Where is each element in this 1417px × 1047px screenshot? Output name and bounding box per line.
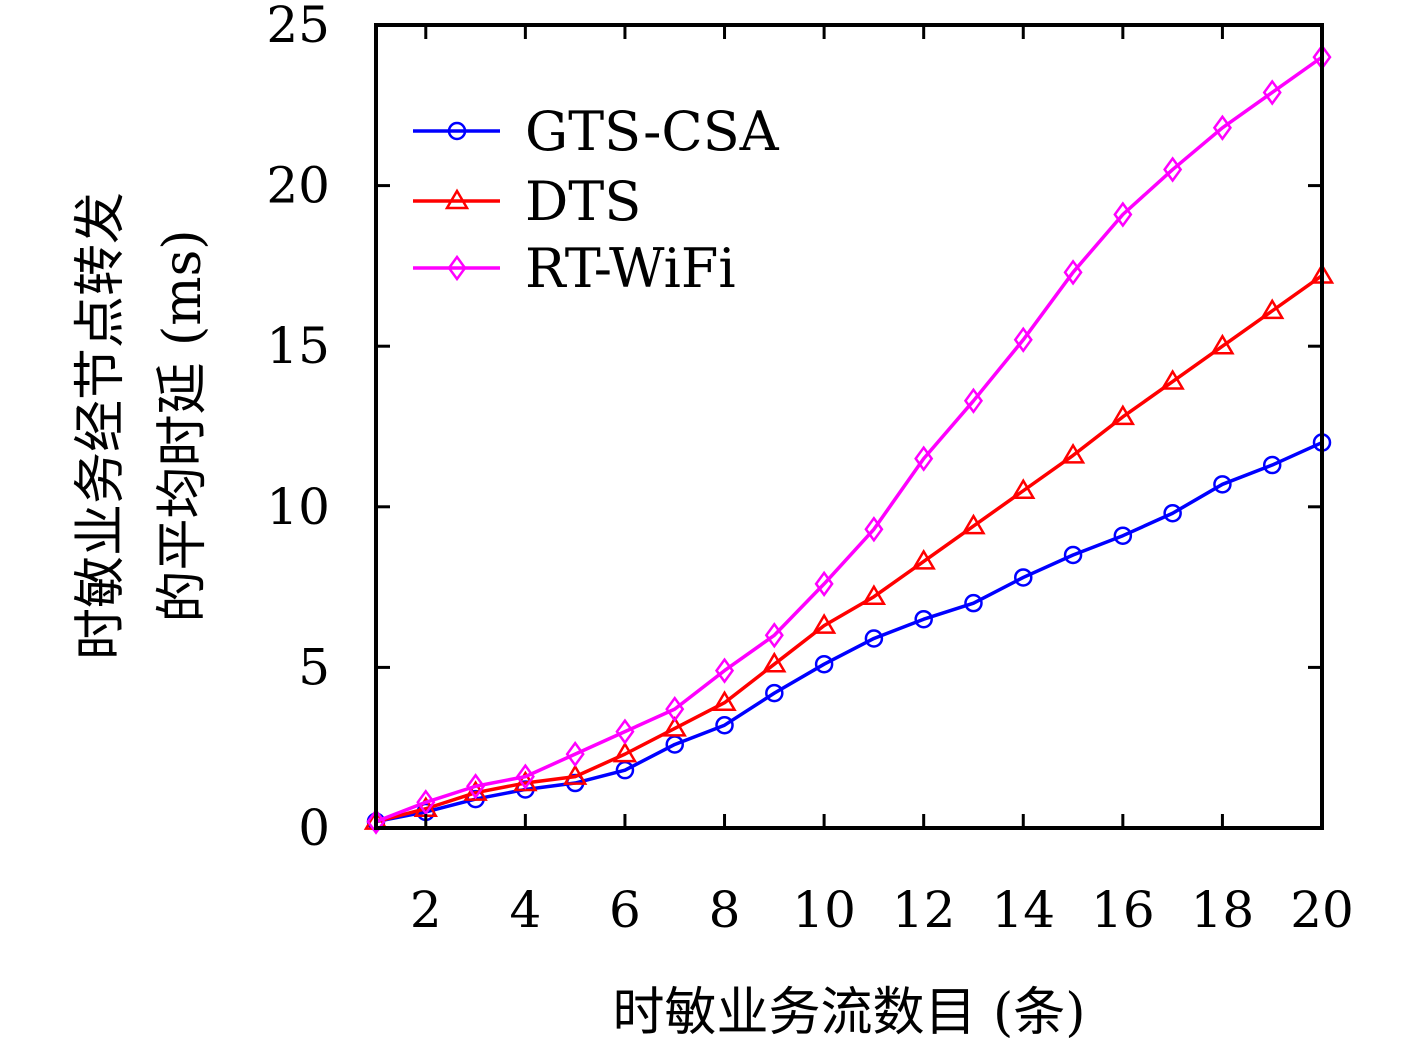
y-tick-label: 25 [266,0,330,54]
data-point-rt-wifi [914,445,934,472]
x-axis-label: 时敏业务流数目 (条) [612,983,1085,1043]
x-tick-label: 10 [792,881,856,939]
data-point-dts [712,690,737,711]
data-point-dts [1210,333,1235,355]
y-tick-label: 10 [266,478,330,536]
x-tick-label: 2 [410,881,442,939]
data-point-rt-wifi [515,763,535,790]
x-tick-label: 20 [1290,881,1354,939]
data-point-gts-csa [1113,526,1133,545]
legend-marker-dts [444,188,470,210]
legend-label-dts: DTS [525,170,641,233]
data-point-dts [762,651,787,673]
y-axis-label-line-1: 时敏业务经节点转发 [71,192,131,660]
series-layer [363,43,1335,835]
data-point-rt-wifi [466,773,486,800]
data-point-rt-wifi [864,516,884,543]
data-point-rt-wifi [1212,114,1232,141]
data-point-dts [961,513,986,535]
x-tick-label: 4 [509,881,541,939]
series-line-rt-wifi [375,55,1324,824]
data-point-rt-wifi [416,789,436,816]
data-point-dts [1011,478,1036,499]
data-point-dts [861,584,887,605]
data-point-dts [1060,442,1086,464]
data-point-gts-csa [765,683,784,703]
data-point-rt-wifi [1163,156,1183,183]
y-axis-label-line-2: 的平均时延 (ms) [153,229,213,622]
data-point-dts [562,764,588,785]
x-tick-label: 16 [1091,881,1155,939]
data-point-gts-csa [814,654,834,674]
data-point-rt-wifi [1013,326,1033,353]
data-point-rt-wifi [764,622,784,649]
legend-marker-rt-wifi [447,254,467,282]
data-point-rt-wifi [714,657,735,684]
series-gts-csa [366,433,1332,831]
data-point-gts-csa [964,593,983,613]
data-point-rt-wifi [963,387,984,414]
y-tick-label: 0 [298,799,330,857]
plot-frame [374,23,1324,830]
data-point-dts [1110,404,1136,426]
legend-item-rt-wifi: RT-WiFi [413,237,736,300]
data-point-dts [612,741,638,763]
legend-label-rt-wifi: RT-WiFi [525,237,736,300]
data-point-dts [811,613,837,634]
legend-item-gts-csa: GTS-CSA [413,100,780,163]
data-point-rt-wifi [1262,79,1282,106]
data-point-rt-wifi [1113,201,1133,228]
data-point-gts-csa [1262,455,1282,475]
series-dts [363,263,1335,830]
data-point-dts [911,548,936,570]
x-tick-label: 8 [709,881,741,939]
series-line-gts-csa [375,440,1323,824]
series-rt-wifi [366,43,1332,835]
x-tick-label: 6 [609,881,641,939]
data-point-rt-wifi [615,718,635,745]
y-tick-label: 15 [266,317,330,375]
axis-layer: 2 4 6 8 10 12 14 16 18 20 0 5 10 15 20 25 [266,0,1353,939]
series-line-dts [375,274,1324,824]
y-tick-label: 20 [266,157,330,215]
data-point-gts-csa [864,629,884,648]
data-point-rt-wifi [814,570,834,598]
data-point-rt-wifi [366,808,386,835]
data-point-dts [1260,298,1285,320]
legend-item-dts: DTS [413,170,641,233]
data-point-gts-csa [715,715,734,735]
data-point-dts [662,715,687,737]
x-tick-label: 18 [1191,881,1255,939]
data-point-rt-wifi [1063,259,1083,286]
data-point-gts-csa [1163,503,1182,523]
legend-label-gts-csa: GTS-CSA [525,100,780,163]
x-tick-label: 14 [991,881,1055,939]
data-point-gts-csa [1014,568,1033,587]
legend-marker-gts-csa [447,121,467,141]
data-point-rt-wifi [665,696,685,723]
data-point-gts-csa [1063,545,1083,565]
data-point-gts-csa [914,609,933,629]
data-point-gts-csa [1213,475,1232,494]
data-point-dts [1160,369,1185,390]
x-tick-label: 12 [892,881,956,939]
data-point-rt-wifi [565,740,585,768]
y-tick-label: 5 [298,638,330,696]
